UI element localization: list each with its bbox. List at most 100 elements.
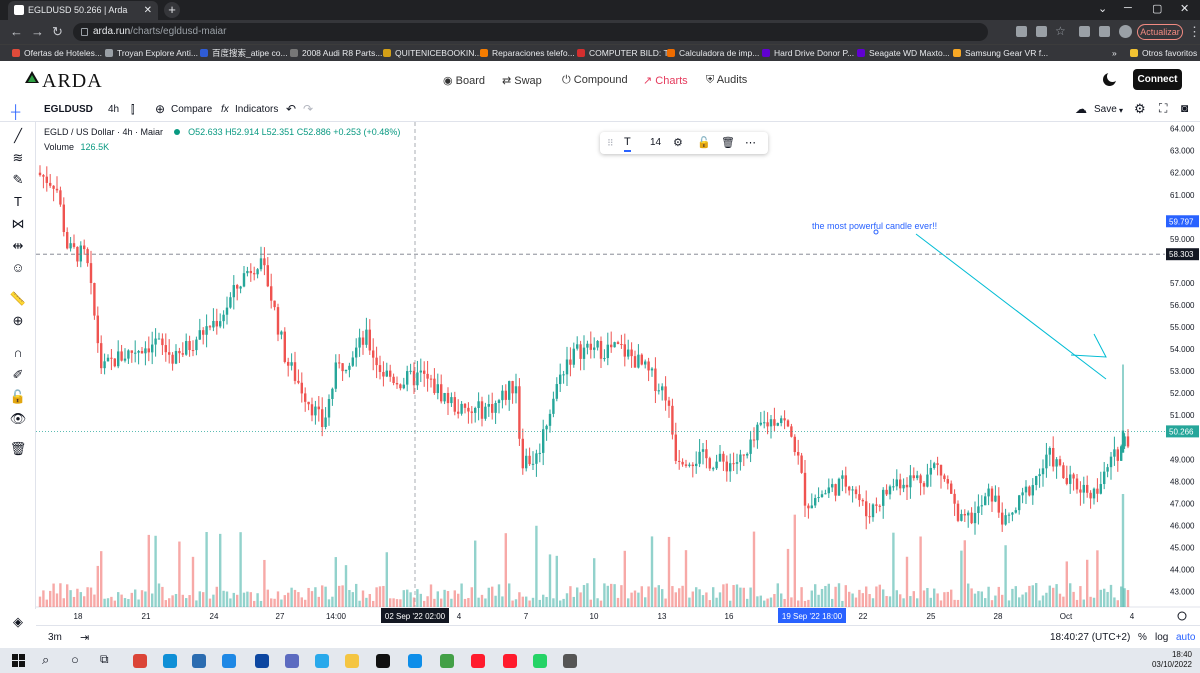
- bookmark-item[interactable]: Reparaciones telefo...: [480, 45, 575, 61]
- edge-icon[interactable]: [163, 654, 177, 668]
- opera-icon[interactable]: [503, 654, 517, 668]
- extensions-icon[interactable]: [1079, 26, 1090, 37]
- price-chart[interactable]: 64.000 63.000 62.000 61.000 59.000 57.000 56.0…: [36, 122, 1200, 625]
- auto-scale-button[interactable]: auto: [1176, 632, 1196, 643]
- undo-icon[interactable]: ↶: [286, 102, 297, 116]
- nav-swap[interactable]: ⇄ Swap: [502, 74, 542, 87]
- url-bar[interactable]: arda.run/charts/egldusd-maiar: [73, 23, 988, 41]
- price-axis[interactable]: [1165, 122, 1200, 625]
- indicators-button[interactable]: Indicators: [235, 104, 279, 115]
- search-icon[interactable]: ⌕: [42, 652, 50, 667]
- tiktok-icon[interactable]: [376, 654, 390, 668]
- connect-button[interactable]: Connect: [1133, 69, 1182, 90]
- chart-text-annotation[interactable]: the most powerful candle ever!!: [812, 221, 938, 231]
- reload-icon[interactable]: ↻: [52, 24, 63, 39]
- lock-drawing-icon[interactable]: 🔓: [697, 137, 711, 149]
- trend-line-icon[interactable]: ╱: [14, 128, 22, 143]
- chrome-icon[interactable]: [133, 654, 147, 668]
- sidepanel-icon[interactable]: [1099, 26, 1110, 37]
- nav-audits[interactable]: ⛨ Audits: [706, 74, 747, 87]
- profile-avatar[interactable]: [1119, 25, 1132, 38]
- emoji-icon[interactable]: ☺: [11, 260, 25, 275]
- zoom-in-icon[interactable]: ⊕: [12, 313, 24, 328]
- drag-handle-icon[interactable]: ⠿: [607, 138, 614, 148]
- more-options-icon[interactable]: ⋯: [745, 137, 756, 149]
- menu-icon[interactable]: ⋮: [1188, 24, 1200, 39]
- percent-scale-button[interactable]: %: [1138, 632, 1147, 643]
- mail-icon[interactable]: [222, 654, 236, 668]
- text-color-icon[interactable]: T: [624, 134, 631, 152]
- telegram-icon[interactable]: [315, 654, 329, 668]
- indicators-fx-icon[interactable]: fx: [221, 104, 229, 115]
- bookmark-item[interactable]: Seagate WD Maxto...: [857, 45, 950, 61]
- candle-type-icon[interactable]: ⫿: [131, 104, 135, 116]
- update-button[interactable]: Actualizar: [1137, 24, 1183, 40]
- word-icon[interactable]: [255, 654, 269, 668]
- photos-icon[interactable]: [285, 654, 299, 668]
- maximize-icon[interactable]: ▢: [1152, 3, 1163, 15]
- lock-drawings-pen-icon[interactable]: ✐: [12, 367, 24, 382]
- text-tool-icon[interactable]: T: [14, 194, 22, 209]
- range-3m-button[interactable]: 3m: [48, 632, 62, 643]
- settings-gear-icon[interactable]: ⚙: [1134, 101, 1146, 116]
- bookmark-item[interactable]: Troyan Explore Anti...: [105, 45, 198, 61]
- volume-label[interactable]: Volume: [44, 142, 75, 152]
- symbol-search[interactable]: EGLDUSD: [44, 104, 93, 115]
- star-icon[interactable]: ☆: [1055, 24, 1066, 38]
- nav-board[interactable]: ◉ Board: [443, 74, 485, 87]
- new-tab-button[interactable]: +: [164, 2, 180, 18]
- close-tab-icon[interactable]: ✕: [143, 5, 152, 16]
- close-window-icon[interactable]: ✕: [1180, 3, 1190, 15]
- font-size-selector[interactable]: 14: [650, 137, 662, 148]
- crosshair-icon[interactable]: ┼: [11, 104, 21, 119]
- date-range-icon[interactable]: ⇥: [80, 632, 90, 644]
- lock-all-icon[interactable]: 🔓: [9, 389, 27, 404]
- windows-start-icon[interactable]: [12, 654, 25, 667]
- dark-mode-toggle-icon[interactable]: [1103, 71, 1118, 86]
- bookmark-item[interactable]: Samsung Gear VR f...: [953, 45, 1048, 61]
- teamviewer-icon[interactable]: [408, 654, 422, 668]
- redo-icon[interactable]: ↷: [303, 102, 314, 116]
- whatsapp-icon[interactable]: [533, 654, 547, 668]
- bookmark-item[interactable]: 百度搜索_atipe co...: [200, 45, 288, 61]
- nav-compound[interactable]: ⏻ Compound: [562, 74, 628, 87]
- legend-pair[interactable]: EGLD / US Dollar · 4h · Maiar: [44, 127, 164, 137]
- more-bookmarks-button[interactable]: »: [1112, 48, 1117, 58]
- compare-plus-icon[interactable]: ⊕: [155, 102, 166, 116]
- interval-selector[interactable]: 4h: [108, 104, 120, 115]
- task-view-icon[interactable]: ⧉: [100, 652, 109, 666]
- system-clock[interactable]: 18:40 03/10/2022: [1146, 650, 1192, 670]
- bookmark-item[interactable]: 2008 Audi R8 Parts...: [290, 45, 382, 61]
- axis-settings-gear-icon[interactable]: [1177, 611, 1187, 621]
- compare-button[interactable]: Compare: [171, 104, 213, 115]
- visibility-eye-icon[interactable]: 👁: [9, 411, 27, 426]
- bookmark-item[interactable]: Ofertas de Hoteles...: [12, 45, 102, 61]
- explorer-icon[interactable]: [345, 654, 359, 668]
- maps-icon[interactable]: [440, 654, 454, 668]
- bookmark-item[interactable]: Calculadora de imp...: [667, 45, 759, 61]
- chart-timezone-clock[interactable]: 18:40:27 (UTC+2): [1050, 632, 1131, 643]
- fullscreen-icon[interactable]: ⛶: [1159, 101, 1168, 115]
- camera-icon[interactable]: ◙: [1181, 101, 1189, 115]
- log-scale-button[interactable]: log: [1155, 632, 1169, 643]
- save-chevron-down-icon[interactable]: ▾: [1119, 106, 1124, 115]
- back-icon[interactable]: ←: [10, 24, 23, 39]
- delete-drawing-icon[interactable]: 🗑: [721, 137, 735, 149]
- pattern-tool-icon[interactable]: ⋈: [11, 216, 25, 231]
- bookmark-item[interactable]: QUITENICEBOOKIN...: [383, 45, 481, 61]
- layers-icon[interactable]: ◈: [13, 614, 23, 629]
- store-icon[interactable]: [192, 654, 206, 668]
- calculator-icon[interactable]: [563, 654, 577, 668]
- opera-gx-icon[interactable]: [471, 654, 485, 668]
- translate-icon[interactable]: [1016, 26, 1027, 37]
- drawing-settings-icon[interactable]: ⚙: [673, 137, 683, 149]
- save-button[interactable]: Save: [1094, 104, 1117, 115]
- arda-logo[interactable]: ARDA: [42, 70, 103, 92]
- forward-icon[interactable]: →: [31, 24, 44, 39]
- ruler-icon[interactable]: 📏: [9, 291, 27, 306]
- fib-tool-icon[interactable]: ≋: [12, 150, 24, 165]
- other-bookmarks-folder[interactable]: Otros favoritos: [1130, 45, 1197, 61]
- prediction-tool-icon[interactable]: ⇹: [12, 238, 24, 253]
- bookmark-item[interactable]: COMPUTER BILD: T...: [577, 45, 675, 61]
- magnet-icon[interactable]: ∩: [13, 345, 23, 360]
